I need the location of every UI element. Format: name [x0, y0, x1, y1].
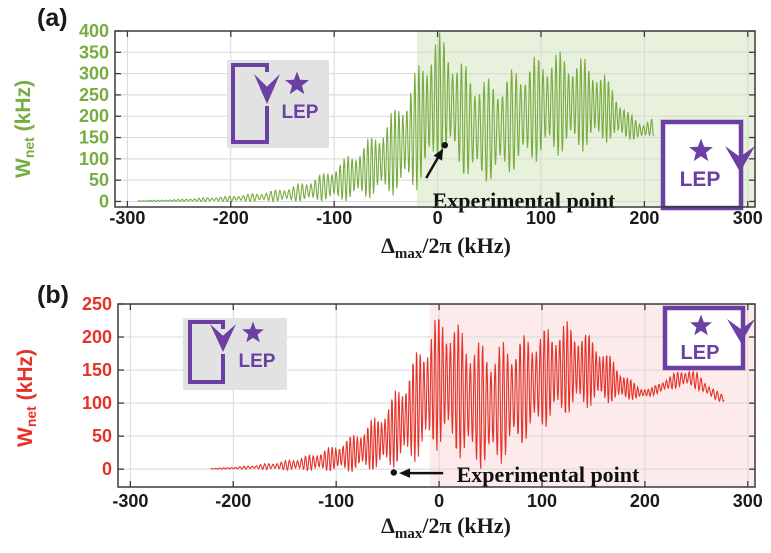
y-tick-label: 350: [79, 42, 109, 62]
lep-loop-icon: [188, 320, 225, 384]
lep-loop-box-icon: [660, 119, 744, 211]
lep-label: LEP: [239, 351, 276, 372]
y-tick-label: 250: [79, 85, 109, 105]
plot-box-a: [114, 30, 756, 208]
loop-direction-arrow-icon: [210, 324, 236, 352]
lep-label: LEP: [680, 168, 721, 191]
y-tick-label: 0: [99, 191, 109, 211]
experimental-point-label: Experimental point: [433, 188, 616, 213]
signal-curve-b: [210, 318, 725, 472]
x-tick-label: 0: [434, 491, 444, 511]
y-tick-label: 50: [89, 170, 109, 190]
y-tick-label: 250: [82, 294, 112, 314]
panel-label-b: (b): [37, 281, 69, 309]
y-tick-label: 50: [92, 426, 112, 446]
loop-direction-arrow-icon: [254, 74, 280, 104]
inset-background: [227, 60, 329, 148]
panel-b: Experimental point LEP LEP -300 -200 -100 0 100…: [14, 281, 763, 542]
x-tick-label: 0: [433, 208, 443, 228]
x-tick-label: 300: [733, 208, 763, 228]
y-tick-label: 100: [82, 393, 112, 413]
x-tick-label: 300: [733, 491, 763, 511]
y-tick-label: 0: [102, 459, 112, 479]
y-tick-label: 200: [79, 106, 109, 126]
y-tick-label: 300: [79, 64, 109, 84]
x-tick-label: -100: [318, 491, 354, 511]
lep-star-icon: [242, 321, 264, 343]
tick-marks-b: [118, 303, 755, 487]
annotation-arrowhead-icon: [399, 468, 411, 478]
experimental-point-dot: [390, 469, 397, 476]
experimental-point-dot: [441, 142, 449, 149]
y-axis-label-a: Wnet (kHz): [12, 80, 37, 178]
lep-inset-b-left: LEP: [183, 318, 287, 390]
x-tick-label: -300: [112, 491, 148, 511]
x-axis-label-b: Δmax/2π (kHz): [381, 513, 511, 542]
lep-inset-a-right: LEP: [660, 119, 755, 211]
x-tick-label: 200: [630, 491, 660, 511]
experimental-point-label: Experimental point: [457, 462, 640, 487]
y-tick-label: 100: [79, 149, 109, 169]
y-tick-label: 400: [79, 21, 109, 41]
annotation-arrowhead-icon: [433, 148, 444, 161]
lep-label: LEP: [282, 102, 319, 123]
signal-curve-a: [137, 32, 655, 203]
lep-star-icon: [689, 138, 713, 162]
x-tick-label: -100: [316, 208, 352, 228]
x-tick-label: -300: [109, 208, 145, 228]
lep-inset-a-left: LEP: [227, 60, 329, 148]
panel-a: Experimental point LEP LEP -300 -200 -100 0 100…: [12, 4, 763, 262]
experimental-point-annotation-a: Experimental point: [425, 142, 616, 213]
experimental-point-annotation-b: Experimental point: [390, 462, 640, 487]
loop-direction-arrow-icon: [727, 319, 755, 343]
lep-inset-b-right: LEP: [662, 305, 755, 371]
x-tick-label: 200: [629, 208, 659, 228]
lep-label: LEP: [681, 342, 720, 364]
plot-box-b: [117, 303, 756, 488]
inset-background: [183, 318, 287, 390]
x-tick-label: -200: [213, 208, 249, 228]
lep-star-icon: [285, 71, 309, 95]
loop-direction-arrow-icon: [725, 146, 755, 172]
panel-label-a: (a): [37, 4, 68, 32]
tick-marks-a: [115, 30, 755, 207]
lep-loop-icon: [231, 63, 269, 144]
y-tick-label: 150: [82, 360, 112, 380]
y-tick-label: 200: [82, 327, 112, 347]
x-axis-label-a: Δmax/2π (kHz): [381, 233, 511, 262]
x-tick-label: -200: [215, 491, 251, 511]
y-axis-label-b: Wnet (kHz): [14, 349, 39, 447]
x-tick-label: 100: [527, 491, 557, 511]
y-tick-label: 150: [79, 128, 109, 148]
x-tick-label: 100: [526, 208, 556, 228]
lep-star-icon: [690, 314, 712, 336]
